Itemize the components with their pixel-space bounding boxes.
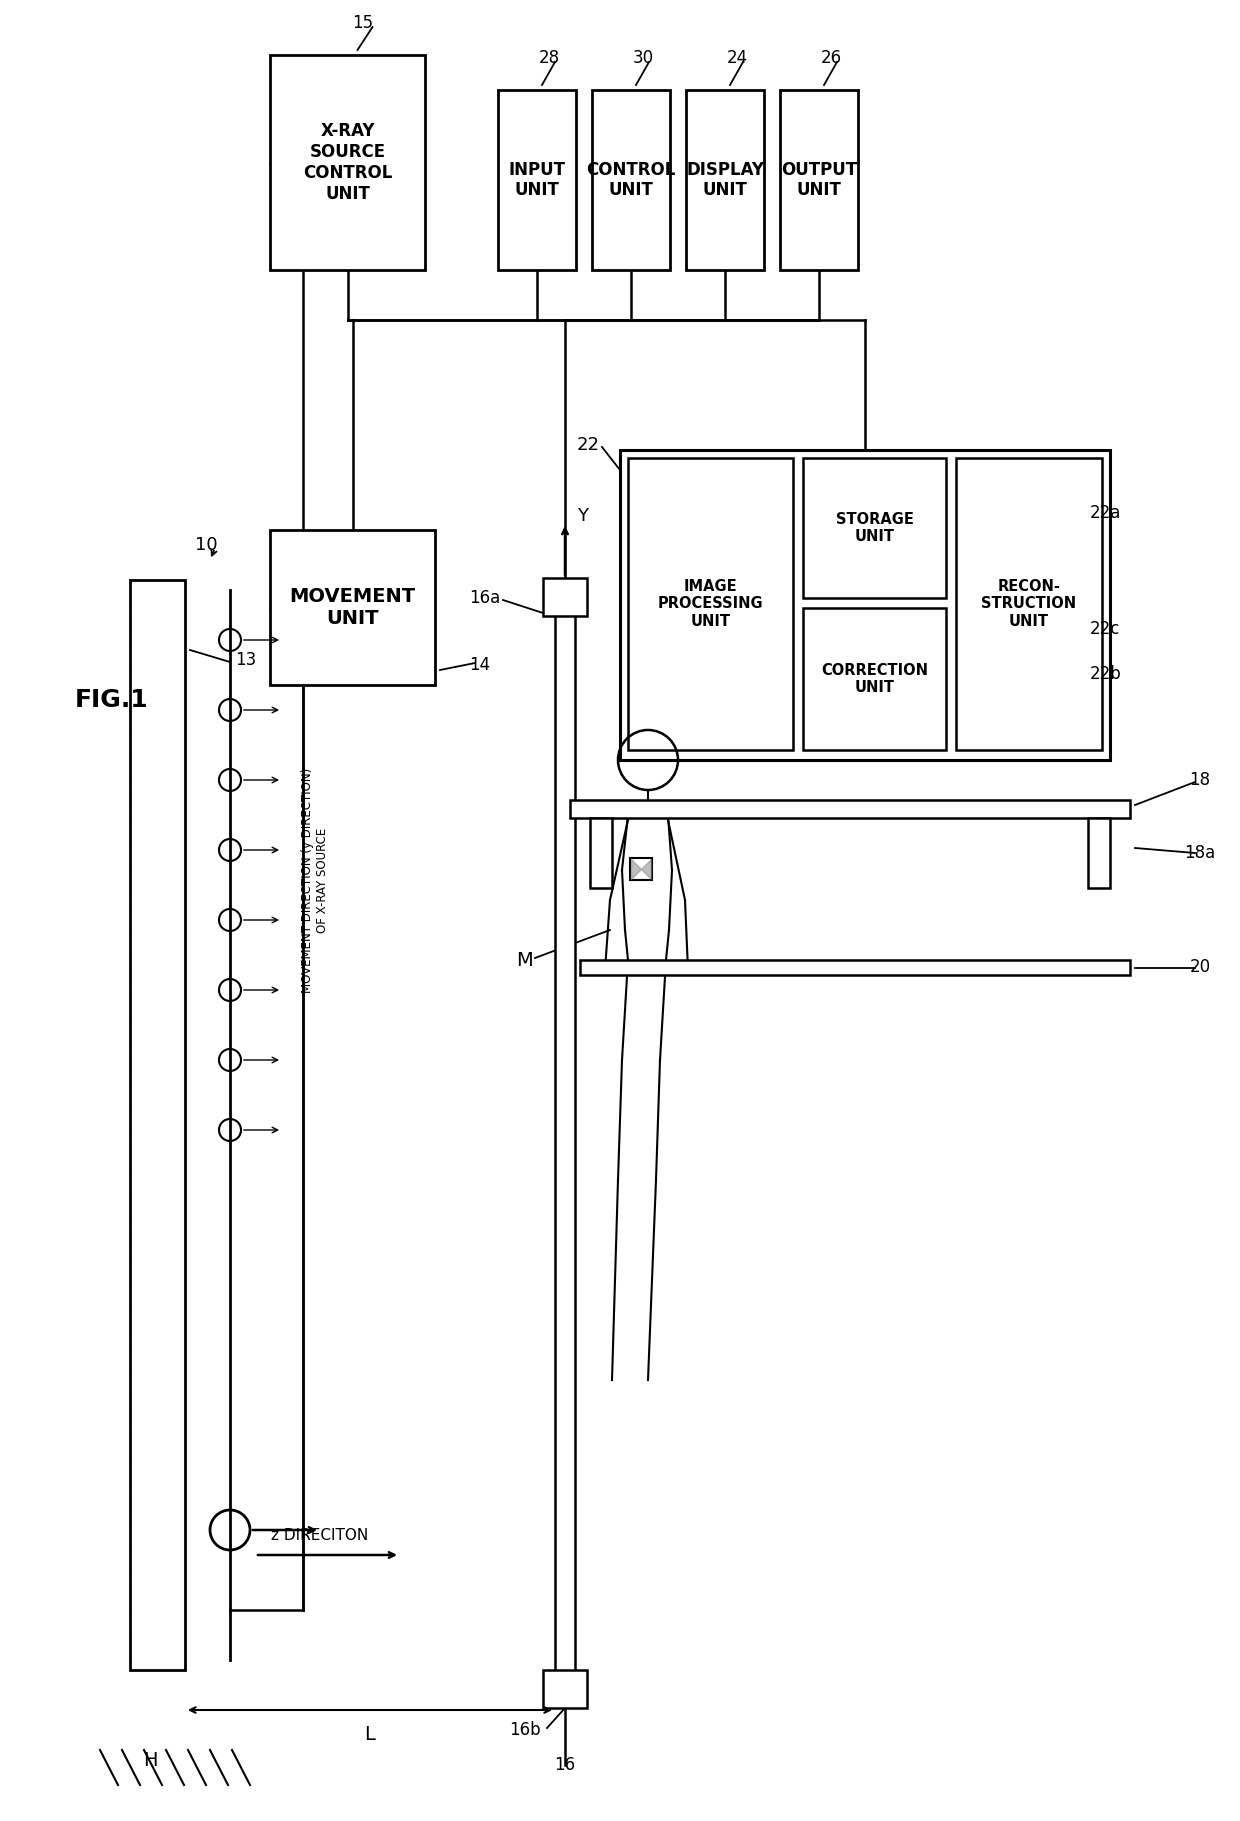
- Text: 16: 16: [554, 1755, 575, 1774]
- Text: CORRECTION
UNIT: CORRECTION UNIT: [821, 663, 928, 696]
- Bar: [620, 450, 1110, 759]
- Text: z DIRECITON: z DIRECITON: [272, 1528, 368, 1542]
- Bar: [543, 1670, 587, 1708]
- Bar: [590, 818, 613, 889]
- Bar: [270, 530, 435, 685]
- Bar: [804, 608, 946, 750]
- Text: 22b: 22b: [1090, 665, 1122, 683]
- Text: 10: 10: [195, 535, 218, 554]
- Text: 22: 22: [577, 435, 600, 453]
- Text: 22c: 22c: [1090, 619, 1121, 637]
- Text: 22a: 22a: [1090, 504, 1121, 523]
- Text: 15: 15: [352, 15, 373, 33]
- Text: MOVEMENT DIRECTION (y DIRECTION)
OF X-RAY SOURCE: MOVEMENT DIRECTION (y DIRECTION) OF X-RA…: [301, 767, 329, 992]
- Text: M: M: [517, 951, 533, 969]
- Bar: [543, 577, 587, 615]
- Text: 26: 26: [821, 49, 842, 67]
- Text: 28: 28: [538, 49, 559, 67]
- Bar: [591, 89, 670, 270]
- Bar: [498, 89, 577, 270]
- Text: 13: 13: [236, 650, 257, 668]
- Text: 30: 30: [632, 49, 653, 67]
- Bar: [130, 581, 185, 1670]
- Text: H: H: [143, 1750, 157, 1770]
- Bar: [1087, 818, 1110, 889]
- Bar: [270, 55, 425, 270]
- Text: 18: 18: [1189, 770, 1210, 788]
- Bar: [686, 89, 764, 270]
- Text: DISPLAY
UNIT: DISPLAY UNIT: [686, 160, 764, 200]
- Text: 14: 14: [470, 656, 491, 674]
- Text: 16a: 16a: [469, 588, 500, 606]
- Text: RECON-
STRUCTION
UNIT: RECON- STRUCTION UNIT: [981, 579, 1076, 628]
- Text: STORAGE
UNIT: STORAGE UNIT: [836, 512, 914, 544]
- Bar: [780, 89, 858, 270]
- Text: 24: 24: [727, 49, 748, 67]
- Text: 20: 20: [1189, 958, 1210, 976]
- Text: IMAGE
PROCESSING
UNIT: IMAGE PROCESSING UNIT: [657, 579, 764, 628]
- Text: 16b: 16b: [510, 1721, 541, 1739]
- Bar: [627, 459, 794, 750]
- Bar: [956, 459, 1102, 750]
- Bar: [580, 960, 1130, 974]
- Text: L: L: [365, 1726, 376, 1745]
- Text: INPUT
UNIT: INPUT UNIT: [508, 160, 565, 200]
- Text: X-RAY
SOURCE
CONTROL
UNIT: X-RAY SOURCE CONTROL UNIT: [303, 122, 392, 202]
- Text: Y: Y: [577, 506, 588, 524]
- Text: MOVEMENT
UNIT: MOVEMENT UNIT: [289, 586, 415, 628]
- Bar: [804, 459, 946, 597]
- Bar: [570, 799, 1130, 818]
- Text: OUTPUT
UNIT: OUTPUT UNIT: [781, 160, 857, 200]
- Text: 18a: 18a: [1184, 843, 1215, 861]
- Bar: [630, 858, 652, 880]
- Text: FIG.1: FIG.1: [74, 688, 149, 712]
- Bar: [556, 608, 575, 1681]
- Text: CONTROL
UNIT: CONTROL UNIT: [587, 160, 676, 200]
